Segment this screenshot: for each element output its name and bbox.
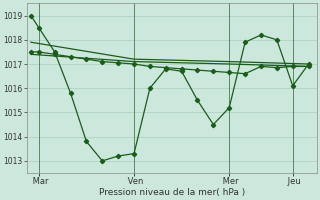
X-axis label: Pression niveau de la mer( hPa ): Pression niveau de la mer( hPa ) xyxy=(99,188,245,197)
